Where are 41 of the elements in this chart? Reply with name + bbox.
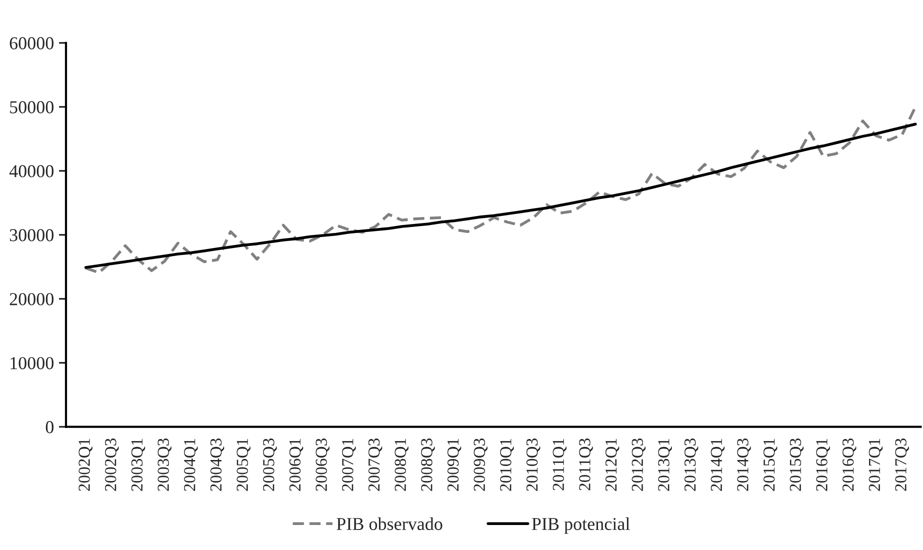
x-tick-label: 2005Q3: [263, 438, 277, 491]
x-tick-label: 2013Q3: [684, 438, 698, 491]
x-tick-label: 2016Q1: [816, 438, 830, 491]
x-tick-label: 2012Q3: [632, 438, 646, 491]
x-tick-label: 2016Q3: [842, 438, 856, 491]
x-tick-label: 2014Q3: [737, 438, 751, 491]
x-tick-label: 2015Q3: [790, 438, 804, 491]
y-tick-label: 0: [46, 421, 54, 434]
x-tick-label: 2010Q1: [500, 438, 514, 491]
x-tick-label: 2005Q1: [236, 438, 250, 491]
x-tick-label: 2007Q3: [368, 438, 382, 491]
x-tick-label: 2010Q3: [526, 438, 540, 491]
legend-label: PIB observado: [336, 517, 442, 530]
x-tick-label: 2002Q1: [78, 438, 92, 491]
x-tick-label: 2004Q3: [210, 438, 224, 491]
x-tick-label: 2014Q1: [710, 438, 725, 491]
x-tick-label: 2013Q1: [658, 438, 672, 491]
x-tick-label: 2003Q3: [158, 438, 172, 491]
x-tick-label: 2017Q1: [868, 438, 883, 491]
x-tick-label: 2017Q3: [895, 438, 909, 491]
legend-label: PIB potencial: [532, 517, 630, 534]
x-tick-label: 2009Q1: [447, 438, 462, 491]
x-tick-label: 2011Q1: [552, 438, 567, 490]
x-tick-label: 2008Q1: [394, 438, 409, 491]
y-tick-label: 30000: [10, 229, 54, 242]
x-tick-label: 2006Q1: [289, 438, 304, 491]
y-tick-label: 20000: [10, 293, 54, 306]
y-tick-label: 50000: [10, 101, 54, 114]
x-tick-label: 2004Q1: [184, 438, 198, 491]
x-tick-label: 2009Q3: [474, 438, 488, 491]
x-tick-label: 2012Q1: [605, 438, 620, 491]
x-tick-label: 2007Q1: [342, 438, 356, 491]
x-tick-label: 2015Q1: [763, 438, 778, 491]
x-tick-label: 2008Q3: [421, 438, 435, 491]
y-tick-label: 60000: [10, 37, 54, 50]
y-tick-label: 40000: [9, 165, 54, 178]
x-tick-label: 2002Q3: [105, 438, 119, 491]
x-tick-label: 2003Q1: [131, 438, 146, 491]
x-tick-label: 2011Q3: [579, 438, 593, 490]
x-tick-label: 2006Q3: [316, 438, 330, 491]
y-tick-label: 10000: [10, 357, 54, 370]
